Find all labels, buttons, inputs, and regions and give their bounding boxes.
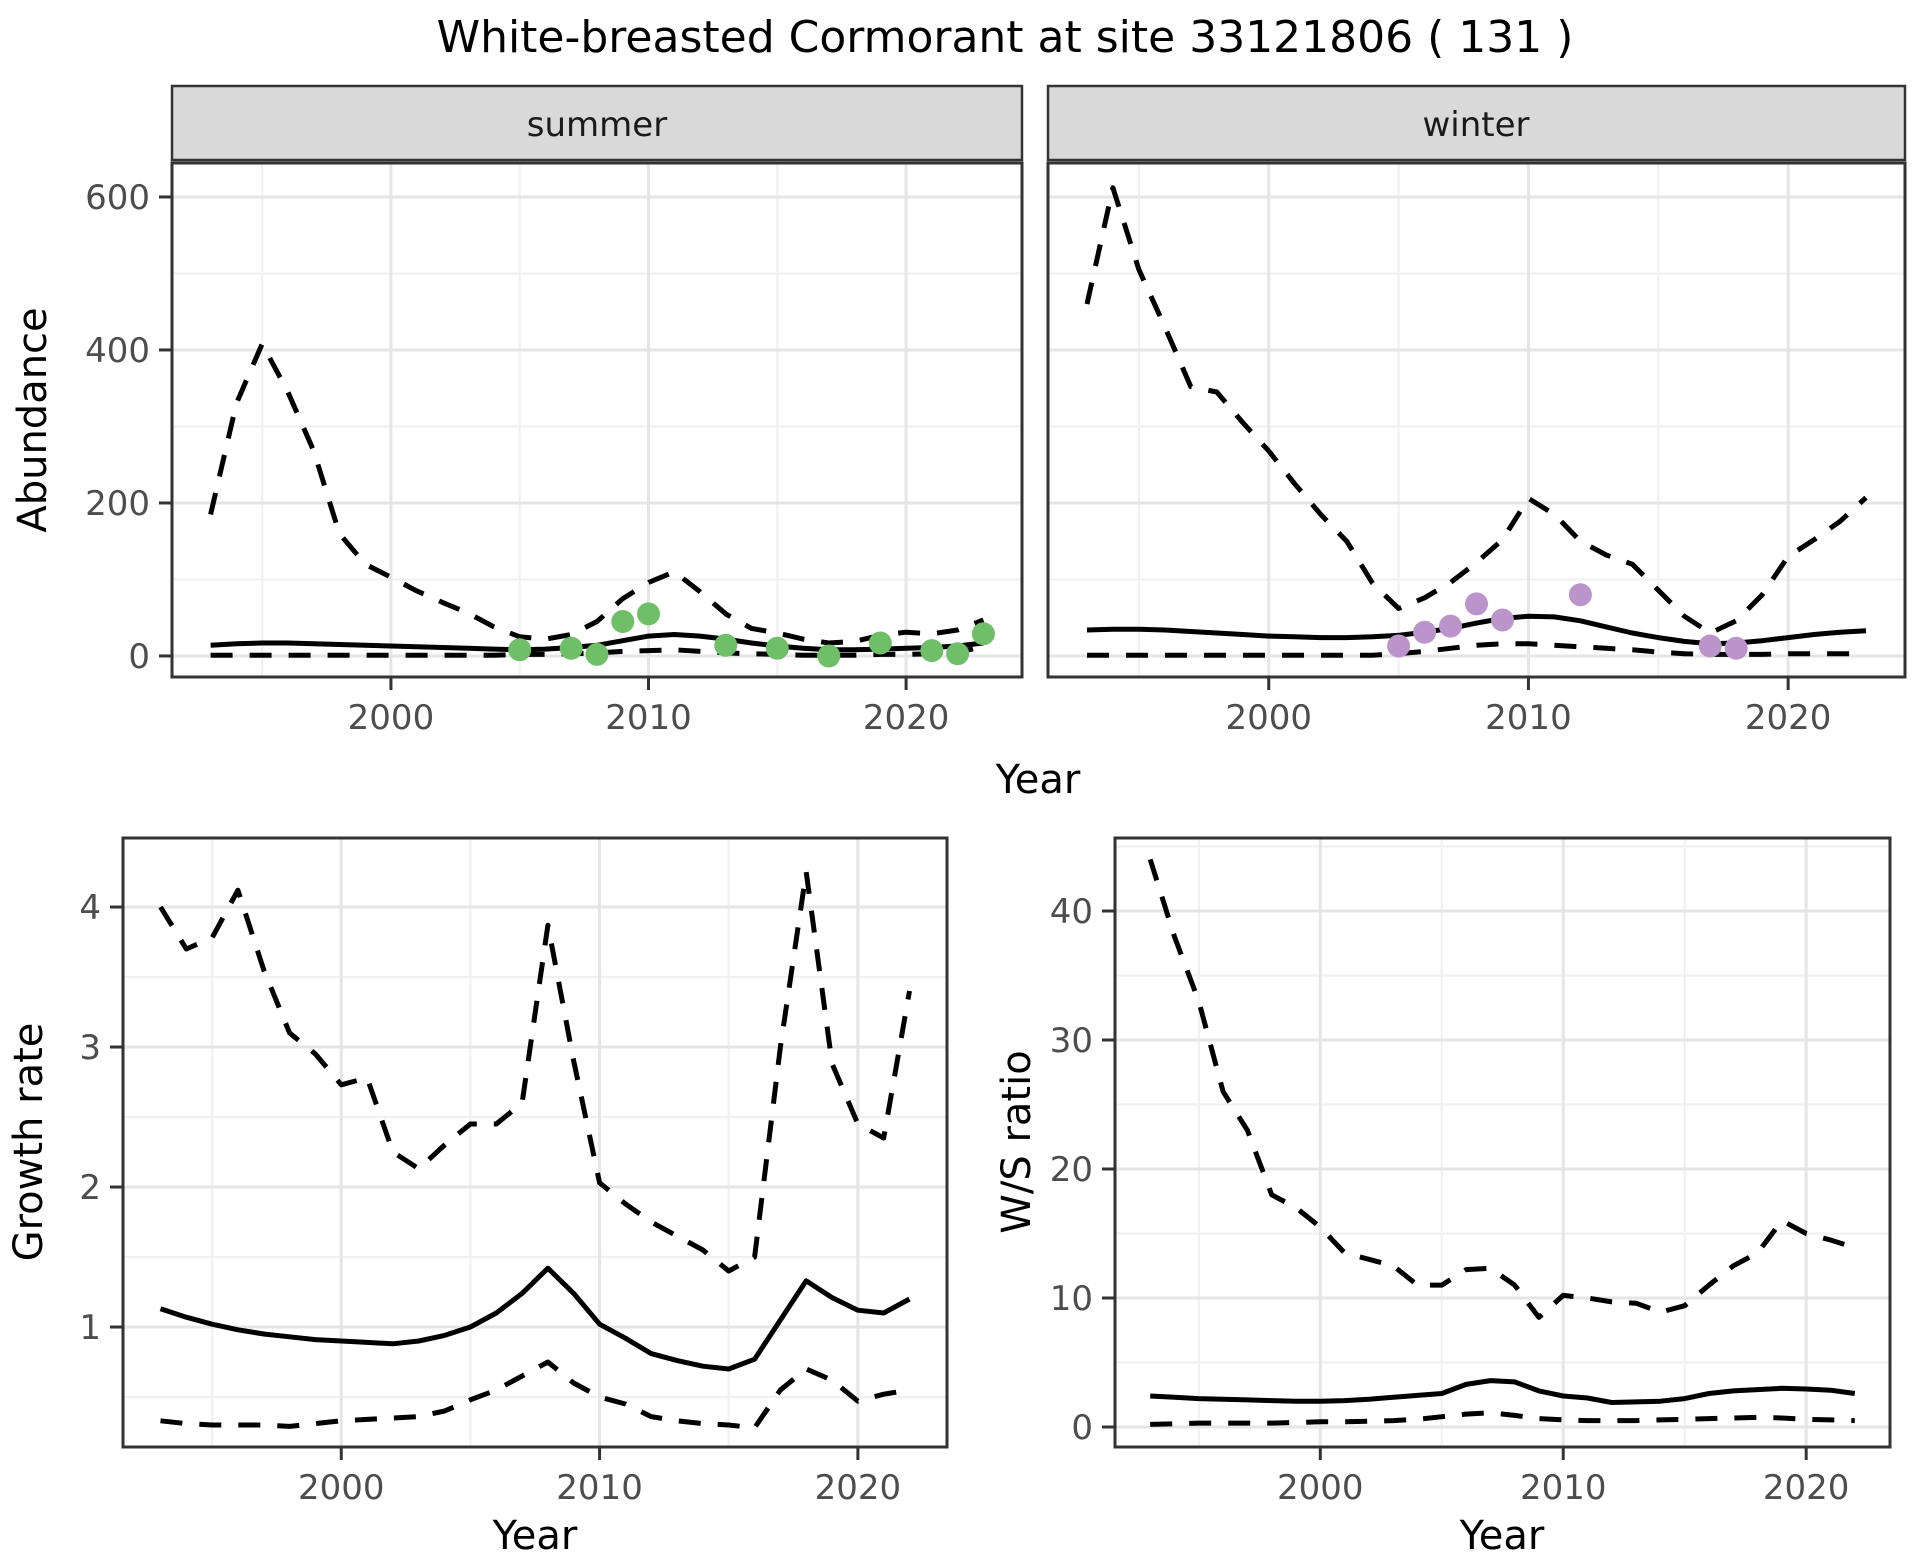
x-axis-title-year-growth: Year xyxy=(492,1513,578,1559)
x-tick-label: 2020 xyxy=(863,698,950,738)
x-tick-label: 2000 xyxy=(1225,698,1312,738)
y-axis-title-growth-rate: Growth rate xyxy=(6,1023,52,1262)
facet-strip-winter: winter xyxy=(1046,84,1907,162)
x-axis-title-year-top: Year xyxy=(995,757,1081,803)
facet-strip-label-summer: summer xyxy=(527,105,667,145)
x-tick-label: 2020 xyxy=(1745,698,1832,738)
facet-strip-summer: summer xyxy=(170,84,1024,162)
observation-point xyxy=(1491,608,1514,632)
panel-border xyxy=(1113,836,1892,1449)
lower-ci-line xyxy=(160,1359,910,1431)
observation-point xyxy=(611,610,635,633)
observation-point xyxy=(1387,634,1411,658)
y-axis-title-abundance: Abundance xyxy=(10,307,56,532)
x-tick-label: 2020 xyxy=(815,1468,902,1508)
y-tick-label: 1 xyxy=(79,1308,101,1348)
y-tick-label: 4 xyxy=(79,888,101,928)
fit-line xyxy=(159,1265,911,1372)
y-tick-label: 2 xyxy=(79,1168,101,1208)
observation-point xyxy=(765,636,789,660)
y-tick-label: 400 xyxy=(85,331,150,371)
y-tick-label: 200 xyxy=(85,484,150,524)
observation-point xyxy=(1724,636,1748,660)
x-tick-label: 2010 xyxy=(1485,698,1572,738)
observation-point xyxy=(585,642,609,666)
panel-background xyxy=(1048,163,1905,677)
lower-ci-line xyxy=(1087,641,1866,658)
x-tick-label: 2010 xyxy=(1520,1468,1607,1508)
observation-point xyxy=(559,636,583,660)
observation-point xyxy=(946,642,970,666)
y-tick-label: 40 xyxy=(1050,892,1093,932)
upper-ci-line xyxy=(1147,858,1856,1320)
y-tick-label: 600 xyxy=(85,178,150,218)
panel-background xyxy=(1115,838,1890,1447)
y-axis-title-ws-ratio: W/S ratio xyxy=(994,1050,1040,1233)
chart-title: White-breasted Cormorant at site 3312180… xyxy=(437,12,1574,63)
x-tick-label: 2000 xyxy=(1277,1468,1364,1508)
x-tick-label: 2020 xyxy=(1763,1468,1850,1508)
lower-ci-line xyxy=(210,644,984,658)
observation-point xyxy=(1465,592,1488,616)
y-tick-label: 0 xyxy=(1071,1408,1093,1448)
panel-border xyxy=(121,836,949,1449)
observation-point xyxy=(508,638,532,662)
observation-point xyxy=(868,631,892,655)
upper-ci-line xyxy=(158,869,912,1274)
panel-border xyxy=(170,161,1024,679)
panel-growth_rate: 2000 2010 2020 1 2 3 4 xyxy=(79,836,949,1508)
panel-background xyxy=(123,838,947,1447)
panel-abundance_summer: 2000 2010 2020 0 200 400 600 xyxy=(85,161,1024,738)
observation-point xyxy=(1568,583,1592,607)
panel-ws_ratio: 2000 2010 2020 0 10 20 30 40 xyxy=(1050,836,1892,1508)
observation-point xyxy=(817,644,841,668)
x-axis-title-year-ws: Year xyxy=(1459,1513,1545,1559)
y-tick-label: 30 xyxy=(1050,1021,1093,1061)
facet-strip-label-winter: winter xyxy=(1422,105,1529,145)
observation-point xyxy=(637,602,660,626)
lower-ci-line xyxy=(1150,1410,1855,1427)
x-tick-label: 2000 xyxy=(348,698,435,738)
observation-point xyxy=(971,622,995,646)
observation-point xyxy=(920,639,944,663)
panel-background xyxy=(172,163,1022,677)
y-tick-label: 3 xyxy=(79,1028,101,1068)
observation-point xyxy=(1413,620,1437,644)
observation-point xyxy=(1439,614,1462,638)
x-tick-label: 2010 xyxy=(605,698,692,738)
upper-ci-line xyxy=(208,341,985,646)
x-tick-label: 2010 xyxy=(556,1468,643,1508)
upper-ci-line xyxy=(1084,185,1868,636)
y-tick-label: 0 xyxy=(128,637,150,677)
fit-line xyxy=(1150,1378,1856,1405)
observation-point xyxy=(714,633,738,657)
y-tick-label: 20 xyxy=(1050,1150,1093,1190)
panel-border xyxy=(1046,161,1907,679)
x-tick-label: 2000 xyxy=(298,1468,385,1508)
y-tick-label: 10 xyxy=(1050,1279,1093,1319)
panel-abundance_winter: 2000 2010 2020 xyxy=(1046,161,1907,738)
observation-point xyxy=(1698,634,1722,658)
